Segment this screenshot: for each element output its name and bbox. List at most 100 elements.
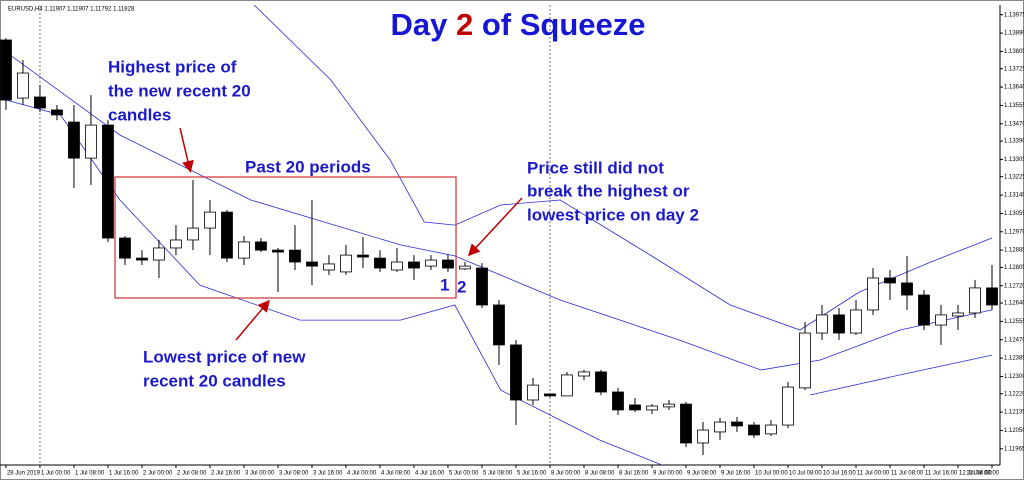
y-tick-label: 1.12555 [1004, 319, 1024, 325]
x-tick-label: 12 Jul 00:00 [959, 471, 992, 477]
candle-body [442, 259, 454, 269]
y-tick-label: 1.13470 [1004, 121, 1024, 127]
bollinger-bands [5, 5, 993, 465]
candle-body [561, 374, 573, 397]
chart-title: Day 2 of Squeeze [390, 7, 645, 42]
x-tick-label: 9 Jul 08:00 [687, 471, 717, 477]
candle-body [459, 265, 471, 270]
y-tick-label: 1.12970 [1004, 229, 1024, 235]
x-tick-label: 12 Jul 08:00 [966, 471, 999, 477]
candle-body [476, 267, 488, 306]
x-tick-label: 2 Jul 00:00 [143, 471, 173, 477]
candle-body [187, 227, 199, 241]
x-tick-label: 9 Jul 16:00 [721, 471, 751, 477]
x-tick-label: 4 Jul 16:00 [415, 471, 445, 477]
y-tick-label: 1.12720 [1004, 283, 1024, 289]
candle-body [901, 282, 913, 296]
candle-body [969, 287, 981, 314]
candle-body [578, 371, 590, 377]
x-tick-label: 1 Jul 16:00 [109, 471, 139, 477]
x-tick-label: 11 Jul 00:00 [857, 471, 890, 477]
candle-body [17, 72, 29, 99]
candle-body [646, 405, 658, 411]
arrow [467, 197, 523, 257]
candle-body [306, 261, 318, 267]
y-tick-label: 1.12300 [1004, 374, 1024, 380]
x-tick-label: 2 Jul 08:00 [177, 471, 207, 477]
arrow [235, 299, 270, 341]
y-tick-label: 1.11965 [1004, 446, 1024, 452]
candle-body [680, 403, 692, 444]
annotation: recent 20 candles [143, 371, 286, 390]
annotation: the new recent 20 [108, 81, 251, 100]
x-tick-label: 11 Jul 16:00 [925, 471, 958, 477]
arrow [179, 127, 194, 173]
y-tick-label: 1.12470 [1004, 337, 1024, 343]
candle-body [272, 249, 284, 253]
y-tick-label: 1.12385 [1004, 356, 1024, 362]
candle-body [221, 211, 233, 259]
candle-body [799, 332, 811, 389]
candle-body [68, 121, 80, 159]
candle-body [867, 277, 879, 311]
candle-body [731, 421, 743, 427]
annotation: Price still did not [527, 158, 664, 177]
x-tick-label: 5 Jul 16:00 [517, 471, 547, 477]
x-tick-label: 8 Jul 16:00 [619, 471, 649, 477]
y-tick-label: 1.13225 [1004, 174, 1024, 180]
y-tick-label: 1.12220 [1004, 391, 1024, 397]
candle-body [833, 314, 845, 334]
y-tick-label: 1.12640 [1004, 301, 1024, 307]
candle-body [527, 384, 539, 401]
candle-body [629, 404, 641, 411]
candle-body [153, 247, 165, 261]
y-tick-label: 1.13805 [1004, 49, 1024, 55]
title-number: 2 [456, 7, 473, 42]
candle-body [238, 241, 250, 259]
candle-body [34, 96, 46, 109]
candle-body [102, 124, 114, 239]
bollinger-band [253, 5, 993, 331]
x-tick-label: 10 Jul 00:00 [755, 471, 788, 477]
candle-body [391, 261, 403, 271]
candle-body [595, 371, 607, 393]
x-tick-label: 3 Jul 08:00 [279, 471, 309, 477]
x-tick-label: 3 Jul 00:00 [245, 471, 275, 477]
squeeze-box [114, 176, 457, 299]
candle-body [374, 257, 386, 269]
x-tick-label: 10 Jul 16:00 [823, 471, 856, 477]
candle-body [170, 239, 182, 249]
y-tick-label: 1.13140 [1004, 193, 1024, 199]
candle-body [663, 403, 675, 408]
candle-body [323, 263, 335, 271]
y-tick-label: 1.13055 [1004, 211, 1024, 217]
y-tick-label: 1.13975 [1004, 12, 1024, 18]
axes: 1.13975 1.13890 1.13805 1.13725 1.13640 1.135… [5, 5, 1024, 477]
candle-body [408, 261, 420, 269]
y-tick-label: 1.13725 [1004, 66, 1024, 72]
candle-body [748, 424, 760, 436]
candle-body [782, 386, 794, 426]
x-tick-label: 8 Jul 00:00 [551, 471, 581, 477]
candle-body [51, 109, 63, 116]
y-tick-label: 1.13890 [1004, 31, 1024, 37]
x-tick-label: 11 Jul 08:00 [891, 471, 924, 477]
day-label: 2 [457, 277, 466, 296]
candle-body [986, 287, 998, 306]
candle-body [697, 429, 709, 444]
y-tick-label: 1.13390 [1004, 139, 1024, 145]
candle-body [952, 312, 964, 317]
x-tick-label: 3 Jul 16:00 [313, 471, 343, 477]
candle-body [850, 309, 862, 334]
y-tick-label: 1.12050 [1004, 428, 1024, 434]
bollinger-band [5, 51, 993, 371]
candle-body [612, 391, 624, 411]
x-tick-label: 1 Jul 00:00 [41, 471, 71, 477]
x-tick-label: 8 Jul 08:00 [585, 471, 615, 477]
candle-body [340, 254, 352, 273]
x-tick-label: 5 Jul 00:00 [449, 471, 479, 477]
y-tick-label: 1.13305 [1004, 157, 1024, 163]
candle-body [255, 241, 267, 251]
y-tick-label: 1.12805 [1004, 265, 1024, 271]
